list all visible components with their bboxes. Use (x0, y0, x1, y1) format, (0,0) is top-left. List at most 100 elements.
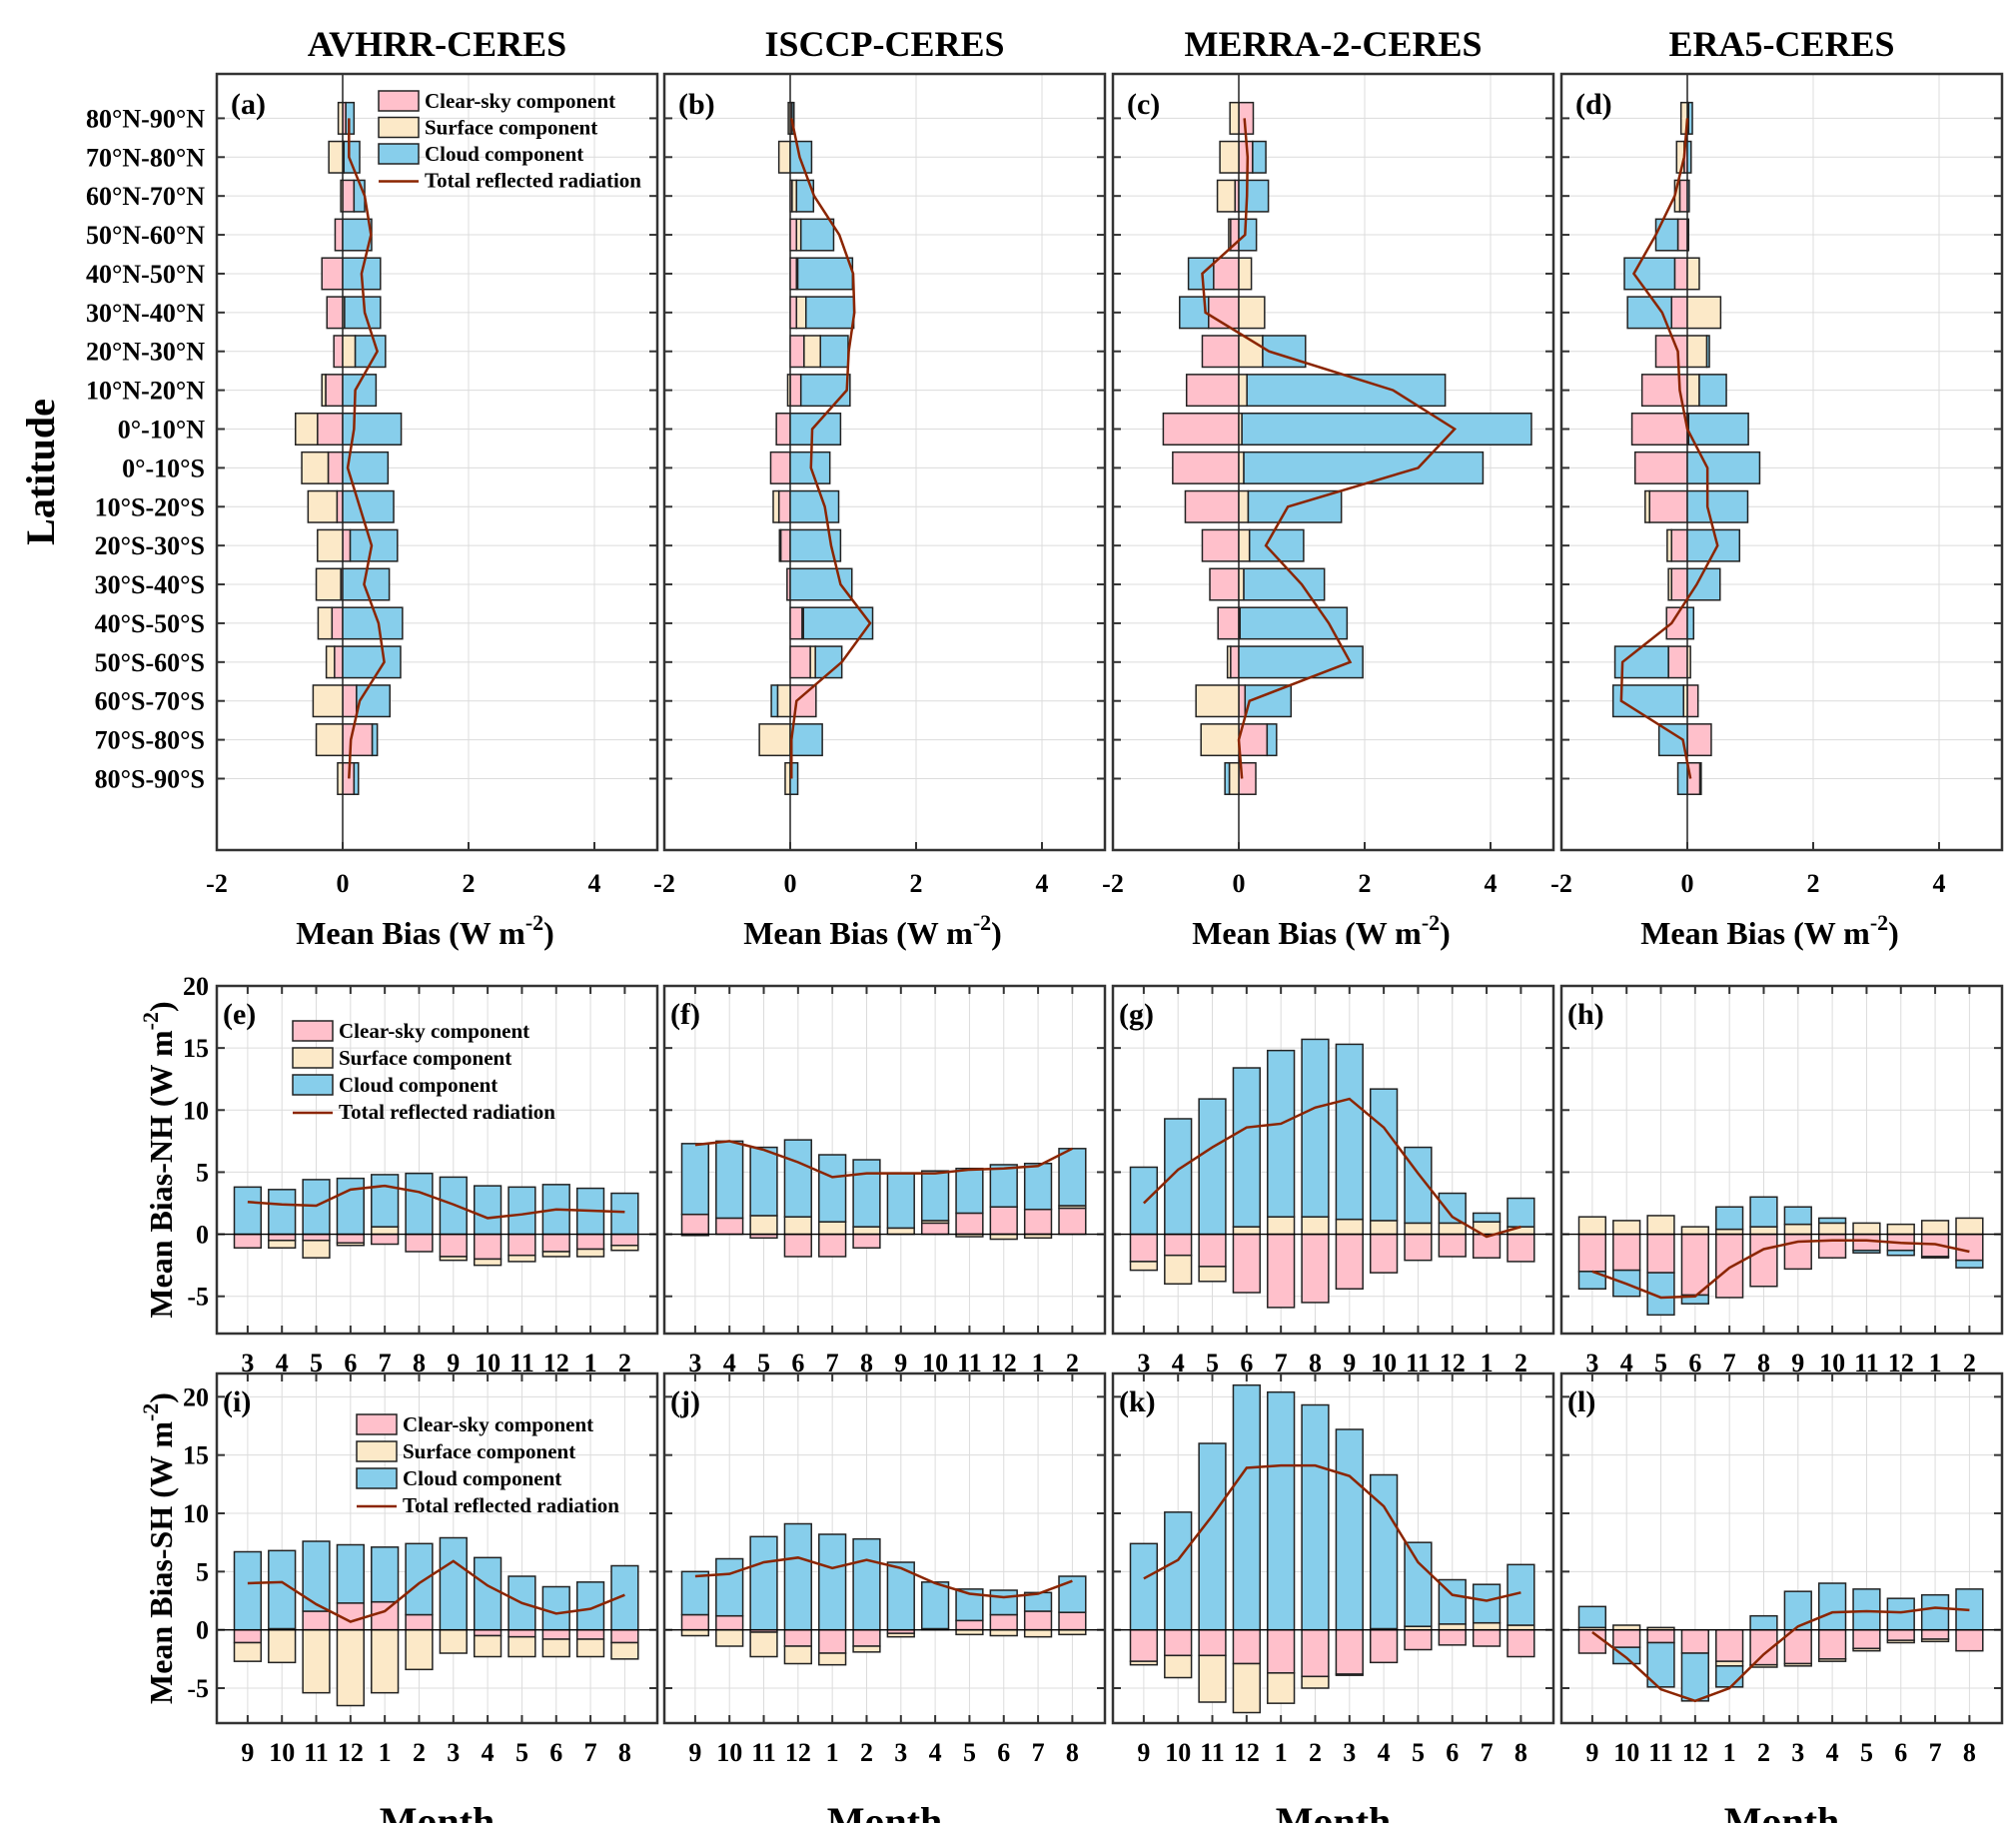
xtick-label: 6 (1688, 1349, 1701, 1377)
bar-clear-sky (1648, 489, 1688, 523)
xtick-label: 2 (1807, 869, 1820, 898)
bar-cloud (1611, 684, 1684, 718)
bar-clear-sky (1438, 1233, 1467, 1258)
bar-cloud (1817, 1582, 1847, 1631)
bar-cloud (1187, 257, 1215, 291)
bar-surface (1232, 1226, 1261, 1236)
bar-cloud (1886, 1249, 1915, 1257)
bar-surface (507, 1254, 536, 1263)
bar-cloud (1626, 296, 1673, 330)
bar-surface (439, 1628, 468, 1654)
bar-surface (371, 1628, 400, 1694)
xtick-label: 8 (860, 1349, 873, 1377)
legend-label-clear: Clear-sky component (339, 1019, 529, 1043)
xtick-label: 5 (1206, 1349, 1219, 1377)
bar-surface (1749, 1226, 1778, 1236)
bar-surface (1666, 528, 1672, 562)
bar-cloud (541, 1585, 570, 1631)
bar-surface (1783, 1223, 1812, 1236)
xtick-label: 10 (1165, 1738, 1191, 1767)
bar-clear-sky (1267, 1628, 1296, 1674)
bar-cloud (852, 1159, 881, 1228)
xtick-label: 12 (1682, 1738, 1708, 1767)
xtick-label: 6 (344, 1349, 357, 1377)
total-line (1143, 1463, 1521, 1602)
bar-cloud (1472, 1583, 1502, 1624)
bar-cloud (1404, 1541, 1433, 1627)
xtick-label: 2 (1757, 1738, 1770, 1767)
bar-cloud (1623, 257, 1676, 291)
bar-cloud (1238, 179, 1270, 213)
xtick-label: 9 (241, 1738, 254, 1767)
bar-clear-sky (1783, 1233, 1812, 1271)
bar-cloud (1920, 1256, 1950, 1259)
xtick-label: 2 (1514, 1349, 1527, 1377)
panel-tag: (a) (231, 88, 266, 121)
xtick-label: -2 (1102, 869, 1124, 898)
bar-cloud (1224, 761, 1231, 795)
xtick-label: 1 (1481, 1349, 1494, 1377)
xtick-label: 6 (1446, 1738, 1459, 1767)
bar-clear-sky (1198, 1233, 1227, 1268)
bar-cloud (1198, 1098, 1227, 1236)
bar-cloud (920, 1170, 950, 1222)
bar-cloud (1252, 140, 1267, 174)
axes-frame (215, 1371, 659, 1725)
ytick-label: -5 (187, 1283, 209, 1312)
xtick-label: 8 (618, 1738, 631, 1767)
bar-clear-sky (1129, 1628, 1159, 1662)
xtick-label: 2 (463, 869, 476, 898)
bar-surface (1698, 761, 1702, 795)
panel-c: -2 0 2 4 (c) Mean Bias (W m-2) (1102, 72, 1555, 951)
bar-cloud (789, 723, 823, 757)
bar-surface (777, 140, 791, 174)
xtick-label: 1 (584, 1349, 597, 1377)
xtick-label: 3 (1791, 1738, 1804, 1767)
panel-tag: (h) (1567, 998, 1604, 1031)
bar-cloud (1266, 723, 1278, 757)
axes-frame (1559, 984, 2004, 1336)
bar-cloud (886, 1172, 915, 1230)
bar-clear-sky (989, 1613, 1018, 1631)
bar-clear-sky (1369, 1233, 1399, 1274)
xtick-label: 8 (1514, 1738, 1527, 1767)
total-line (346, 118, 386, 779)
xtick-label: 5 (1860, 1738, 1873, 1767)
bar-surface (1023, 1628, 1053, 1638)
bar-cloud (1164, 1511, 1193, 1631)
bar-surface (1164, 1654, 1193, 1679)
bar-clear-sky (1209, 567, 1240, 601)
xtick-label: 3 (241, 1349, 254, 1377)
bar-surface (1920, 1220, 1950, 1236)
bar-surface (1198, 1266, 1227, 1283)
bar-clear-sky (473, 1628, 503, 1637)
bar-surface (473, 1634, 503, 1658)
ytick-label: 10°N-20°N (86, 377, 205, 406)
bar-clear-sky (405, 1613, 434, 1631)
bar-surface (803, 335, 821, 369)
bar-surface (315, 723, 344, 757)
bar-surface (680, 1628, 710, 1637)
bar-surface (342, 335, 357, 369)
bar-cloud (405, 1172, 434, 1236)
xtick-label: 3 (1137, 1349, 1150, 1377)
bar-cloud (1686, 528, 1741, 562)
bar-cloud (1369, 1473, 1399, 1630)
bar-surface (1238, 567, 1245, 601)
bar-surface (321, 374, 327, 408)
xtick-label: 0 (1681, 869, 1694, 898)
xtick-label: 7 (826, 1349, 839, 1377)
xtick-label: 2 (618, 1349, 631, 1377)
bar-clear-sky (1238, 684, 1247, 718)
bar-cloud (852, 1537, 881, 1631)
ytick-label: 10 (183, 1499, 209, 1528)
xtick-label: 2 (413, 1738, 426, 1767)
ytick-label: 20°S-30°S (95, 531, 205, 560)
bar-clear-sky (779, 528, 791, 562)
bar-clear-sky (777, 489, 791, 523)
bar-clear-sky (789, 335, 805, 369)
bar-clear-sky (1670, 567, 1688, 601)
bar-surface (1267, 1216, 1296, 1236)
bar-clear-sky (1577, 1233, 1607, 1273)
bar-clear-sky (789, 257, 798, 291)
